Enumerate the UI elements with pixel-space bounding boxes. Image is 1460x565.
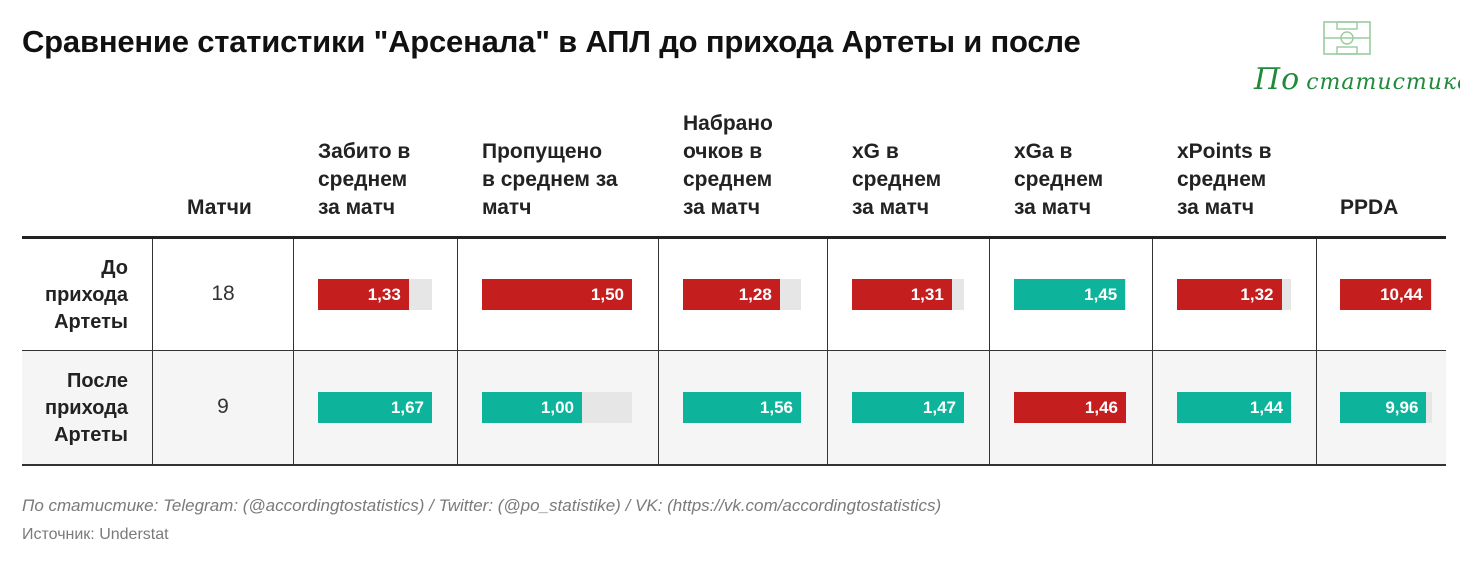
bar: 1,56 bbox=[683, 392, 801, 423]
credits-text: По статистике: Telegram: (@accordingtost… bbox=[22, 496, 942, 515]
column-header-line: за матч bbox=[318, 196, 396, 219]
column-header-line: xG в bbox=[852, 140, 899, 163]
data-label: 1,28 bbox=[738, 285, 772, 304]
data-label: 1,50 bbox=[590, 285, 624, 304]
data-label: 1,44 bbox=[1249, 398, 1283, 417]
matches-count: 9 bbox=[217, 395, 229, 418]
football-pitch-icon bbox=[1323, 21, 1371, 55]
bar: 1,50 bbox=[482, 279, 632, 310]
bar-track: 1,31 bbox=[852, 279, 964, 310]
bar-track: 1,50 bbox=[482, 279, 632, 310]
bar-track: 1,56 bbox=[683, 392, 801, 423]
bar-track: 9,96 bbox=[1340, 392, 1432, 423]
bar-track: 1,47 bbox=[852, 392, 964, 423]
column-header-matches: Матчи bbox=[187, 100, 287, 236]
column-header-line: Набрано bbox=[683, 112, 773, 135]
column-header-line: PPDA bbox=[1340, 196, 1399, 219]
data-label: 9,96 bbox=[1385, 398, 1419, 417]
column-header-line: xGa в bbox=[1014, 140, 1073, 163]
data-label: 1,56 bbox=[759, 398, 793, 417]
column-header-line: за матч bbox=[1014, 196, 1092, 219]
bar-track: 1,67 bbox=[318, 392, 432, 423]
data-label: 1,31 bbox=[910, 285, 944, 304]
column-divider bbox=[1152, 239, 1153, 465]
header-divider bbox=[22, 236, 1446, 239]
row-label-line: До bbox=[101, 256, 128, 279]
column-divider bbox=[152, 239, 153, 465]
column-header-line: среднем bbox=[852, 168, 942, 191]
column-header-metric: Забито в среднем за матч bbox=[318, 100, 453, 236]
column-divider bbox=[457, 239, 458, 465]
bar: 10,44 bbox=[1340, 279, 1431, 310]
brand-logo: По статистике bbox=[1250, 18, 1460, 100]
data-label: 1,46 bbox=[1084, 398, 1118, 417]
data-label: 1,32 bbox=[1240, 285, 1274, 304]
column-header-line: среднем bbox=[318, 168, 408, 191]
column-header-line: очков в bbox=[683, 140, 763, 163]
column-header-metric: Пропущено в среднем за матч bbox=[482, 100, 654, 236]
column-divider bbox=[1316, 239, 1317, 465]
row-label-line: прихода bbox=[45, 396, 128, 419]
column-header-line: среднем bbox=[683, 168, 773, 191]
chart-title: Сравнение статистики "Арсенала" в АПЛ до… bbox=[22, 24, 1081, 59]
column-header-line: среднем bbox=[1014, 168, 1104, 191]
data-label: 1,67 bbox=[390, 398, 424, 417]
row-label: До прихода Артеты bbox=[22, 255, 128, 336]
bar: 1,46 bbox=[1014, 392, 1126, 423]
bar: 9,96 bbox=[1340, 392, 1427, 423]
bar-track: 1,00 bbox=[482, 392, 632, 423]
data-label: 10,44 bbox=[1380, 285, 1423, 304]
column-header-line: xPoints в bbox=[1177, 140, 1272, 163]
bar: 1,33 bbox=[318, 279, 409, 310]
bar-track: 1,32 bbox=[1177, 279, 1291, 310]
column-divider bbox=[658, 239, 659, 465]
bar-track: 1,45 bbox=[1014, 279, 1126, 310]
column-divider bbox=[293, 239, 294, 465]
bar: 1,47 bbox=[852, 392, 964, 423]
column-header-line: за матч bbox=[1177, 196, 1255, 219]
bar: 1,67 bbox=[318, 392, 432, 423]
column-header-line: матч bbox=[482, 196, 532, 219]
bar: 1,31 bbox=[852, 279, 952, 310]
column-header-metric: PPDA bbox=[1340, 100, 1442, 236]
bar-track: 10,44 bbox=[1340, 279, 1432, 310]
source-text: Источник: Understat bbox=[22, 526, 169, 543]
bar-track: 1,46 bbox=[1014, 392, 1126, 423]
bar: 1,00 bbox=[482, 392, 582, 423]
bar: 1,28 bbox=[683, 279, 780, 310]
column-header-metric: xG в среднем за матч bbox=[852, 100, 985, 236]
row-label-line: После bbox=[66, 369, 128, 392]
bar-track: 1,33 bbox=[318, 279, 432, 310]
column-divider bbox=[989, 239, 990, 465]
column-header-line: за матч bbox=[852, 196, 930, 219]
column-header-line: за матч bbox=[683, 196, 761, 219]
row-label-line: Артеты bbox=[54, 310, 128, 333]
row-label-line: Артеты bbox=[54, 423, 128, 446]
bar-track: 1,44 bbox=[1177, 392, 1291, 423]
bar: 1,32 bbox=[1177, 279, 1282, 310]
data-label: 1,00 bbox=[540, 398, 574, 417]
column-header-line: в среднем за bbox=[482, 168, 618, 191]
data-label: 1,45 bbox=[1084, 285, 1118, 304]
row-label: После прихода Артеты bbox=[22, 368, 128, 449]
row-label-line: прихода bbox=[45, 283, 128, 306]
data-label: 1,47 bbox=[922, 398, 956, 417]
brand-logo-text: По статистике bbox=[1254, 62, 1460, 97]
column-header-metric: Набрано очков в среднем за матч bbox=[683, 100, 823, 236]
data-label: 1,33 bbox=[367, 285, 401, 304]
column-header-line: среднем bbox=[1177, 168, 1267, 191]
bar: 1,45 bbox=[1014, 279, 1126, 310]
column-header-line: Забито в bbox=[318, 140, 411, 163]
column-header-line: Матчи bbox=[187, 196, 252, 219]
matches-count: 18 bbox=[211, 282, 235, 305]
column-header-metric: xGa в среднем за матч bbox=[1014, 100, 1148, 236]
bar-track: 1,28 bbox=[683, 279, 801, 310]
bar: 1,44 bbox=[1177, 392, 1291, 423]
column-header-metric: xPoints в среднем за матч bbox=[1177, 100, 1312, 236]
column-divider bbox=[827, 239, 828, 465]
column-header-line: Пропущено bbox=[482, 140, 603, 163]
